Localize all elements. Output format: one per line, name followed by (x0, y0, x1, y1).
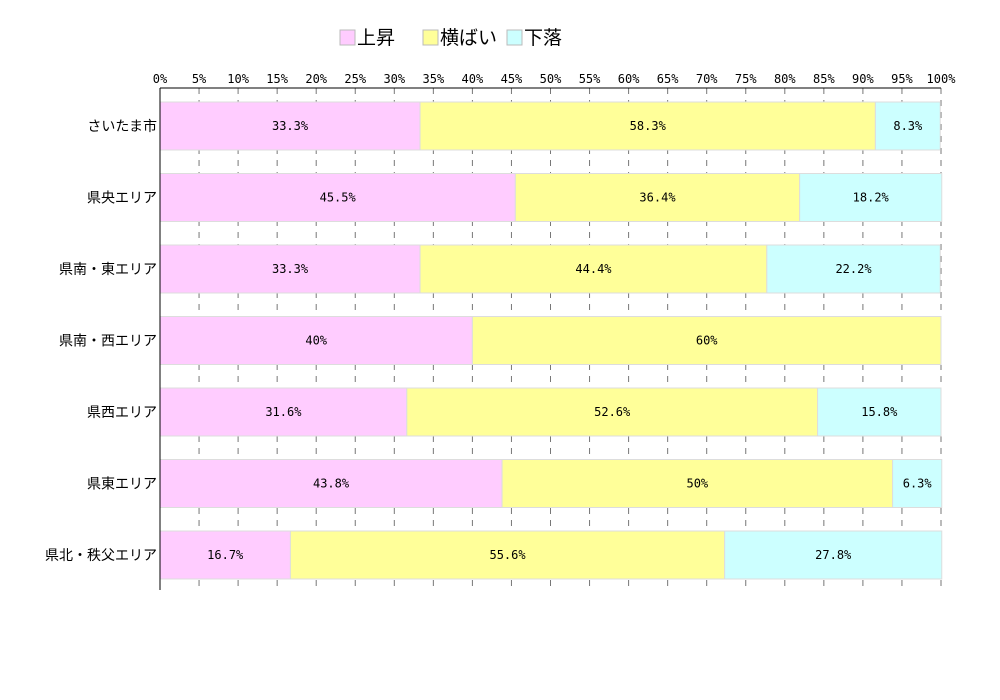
bar-segment (419, 101, 876, 151)
x-tick-label: 40% (462, 72, 484, 86)
data-label: 33.3% (272, 262, 309, 276)
x-tick-label: 80% (774, 72, 796, 86)
axes (159, 87, 941, 590)
data-label: 22.2% (835, 262, 872, 276)
x-axis-ticks: 0% 5% 10% 15% 20% 25% 30% 35% 40% 45% 50% 55% 60% 65%… (153, 72, 956, 86)
bar-segment (406, 387, 819, 437)
bar-segment (419, 244, 768, 294)
x-tick-label: 5% (192, 72, 207, 86)
x-tick-label: 60% (618, 72, 640, 86)
legend-label-1: 横ばい (440, 27, 497, 49)
bar-segment (766, 244, 941, 294)
data-label: 45.5% (320, 191, 357, 205)
data-label: 58.3% (630, 119, 667, 133)
x-tick-label: 85% (813, 72, 835, 86)
data-label: 55.6% (489, 548, 526, 562)
category-label: 県東エリア (87, 477, 157, 493)
bar-segment (159, 101, 421, 151)
category-label: 県南・東エリア (59, 262, 157, 278)
x-tick-label: 25% (344, 72, 366, 86)
bar-segment (159, 387, 408, 437)
bar-segment (159, 244, 421, 294)
x-tick-label: 30% (383, 72, 405, 86)
data-label: 44.4% (575, 262, 612, 276)
data-label: 6.3% (903, 477, 933, 491)
category-label: 県南・西エリア (59, 334, 157, 350)
bar-segment (159, 173, 516, 222)
legend-swatch-0 (339, 29, 356, 46)
bar-segment (514, 173, 801, 222)
category-label: 県北・秩父エリア (45, 548, 157, 564)
category-label: 県央エリア (87, 191, 157, 207)
category-label: 県西エリア (87, 405, 157, 421)
data-label: 36.4% (639, 191, 676, 205)
x-tick-label: 50% (540, 72, 562, 86)
category-label: さいたま市 (87, 118, 157, 135)
data-label: 15.8% (861, 405, 898, 419)
legend-label-0: 上昇 (357, 27, 395, 49)
x-tick-label: 70% (696, 72, 718, 86)
data-label: 43.8% (313, 477, 350, 491)
x-tick-label: 75% (735, 72, 757, 86)
data-label: 33.3% (272, 119, 309, 133)
bar-segment (799, 173, 943, 222)
x-tick-label: 0% (153, 72, 168, 86)
x-tick-label: 95% (891, 72, 913, 86)
bar-segment (817, 387, 942, 437)
category-labels: さいたま市県央エリア県南・東エリア県南・西エリア県西エリア県東エリア県北・秩父エ… (45, 118, 157, 564)
legend-label-2: 下落 (524, 27, 562, 49)
x-tick-label: 90% (852, 72, 874, 86)
data-label: 18.2% (853, 191, 890, 205)
x-tick-label: 35% (423, 72, 445, 86)
x-tick-label: 45% (501, 72, 523, 86)
data-label: 16.7% (207, 548, 244, 562)
x-tick-label: 10% (227, 72, 249, 86)
legend-swatch-2 (506, 29, 523, 46)
x-tick-label: 55% (579, 72, 601, 86)
legend-swatch-1 (422, 29, 439, 46)
bar-segment (724, 530, 943, 580)
data-label: 40% (305, 334, 327, 348)
legend: 上昇 横ばい 下落 (339, 27, 562, 49)
bar-segment (501, 459, 894, 508)
bar-segment (289, 530, 726, 580)
bar-segment (471, 316, 942, 365)
bars: 33.3% 58.3% 8.3% 45.5% 36.4% 18.2% 33.3% 44.4% 2… (159, 101, 943, 580)
bar-segment (159, 316, 473, 365)
x-tick-label: 15% (266, 72, 288, 86)
bar-segment (874, 101, 941, 151)
data-label: 60% (696, 334, 718, 348)
bar-segment (892, 459, 943, 508)
data-label: 52.6% (594, 405, 631, 419)
x-tick-label: 65% (657, 72, 679, 86)
data-label: 31.6% (265, 405, 302, 419)
x-tick-label: 100% (927, 72, 957, 86)
x-tick-label: 20% (305, 72, 327, 86)
data-label: 50% (686, 477, 708, 491)
data-label: 27.8% (815, 548, 852, 562)
data-label: 8.3% (893, 119, 923, 133)
